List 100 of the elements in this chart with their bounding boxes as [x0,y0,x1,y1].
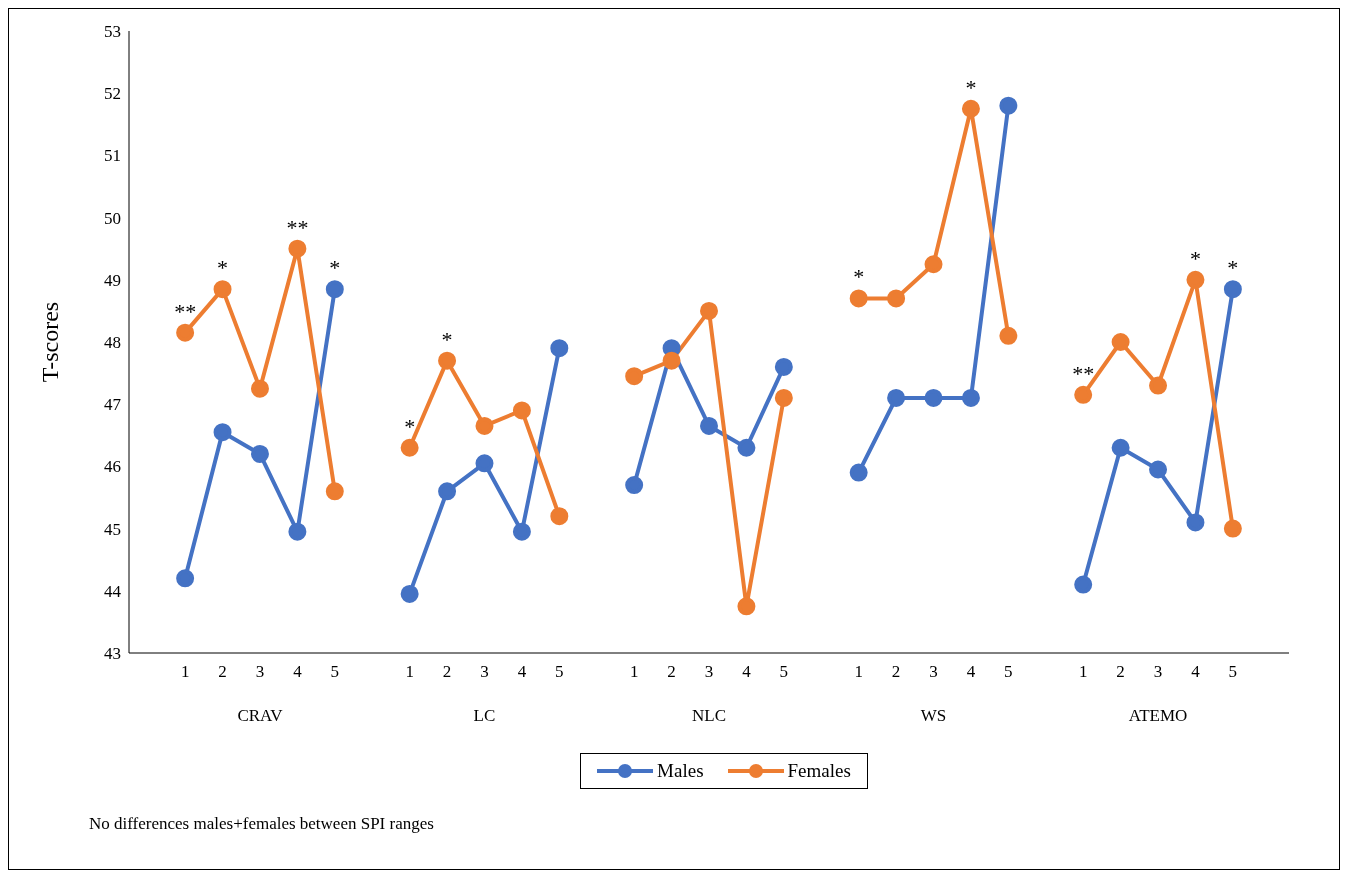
point [849,463,868,482]
point [774,357,793,376]
x-tick-label: 5 [1228,662,1238,681]
point [213,423,232,442]
x-tick-label: 3 [704,662,714,681]
x-tick-label: 1 [1078,662,1088,681]
point [999,96,1018,115]
point [625,367,644,386]
text: NLC [692,706,726,725]
data-label: * [1189,245,1201,271]
x-tick-label: 3 [1153,662,1163,681]
point [550,507,569,526]
point [1111,438,1130,457]
x-tick-label: 2 [1116,662,1125,681]
x-tick-label: 4 [742,662,752,681]
y-tick-label: 45 [104,519,121,539]
legend-label: Females [786,760,851,782]
x-tick-label: 3 [255,662,265,681]
text: CRAV [237,706,284,725]
y-tick-label: 52 [104,84,121,104]
point [887,289,906,308]
point [288,522,307,541]
point [961,99,980,118]
point [924,388,943,407]
point [774,388,793,407]
y-tick-label: 51 [104,146,121,166]
point [325,482,344,501]
point [1223,280,1242,299]
point [400,438,419,457]
data-label: * [965,74,977,100]
data-label: * [1227,255,1239,281]
x-tick-label: 2 [442,662,452,681]
y-tick-label: 46 [104,457,121,477]
point [999,326,1018,345]
x-tick-label: 4 [966,662,976,681]
x-tick-label: 1 [629,662,639,681]
point [1186,513,1205,532]
point [475,416,494,435]
x-tick-label: 2 [218,662,227,681]
y-tick-label: 49 [104,270,121,290]
x-tick-label: 5 [1004,662,1013,681]
y-tick-label: 50 [104,208,121,228]
point [250,444,269,463]
legend-label: Males [656,760,704,782]
point [250,379,269,398]
point [924,255,943,274]
y-tick-label: 43 [104,644,121,664]
point [737,597,756,616]
point [1223,519,1242,538]
x-tick-label: 5 [555,662,564,681]
text: WS [920,706,947,725]
y-tick-label: 44 [104,581,122,601]
point [1074,385,1093,404]
point [550,339,569,358]
x-tick-label: 3 [480,662,489,681]
point [176,569,195,588]
point [1186,270,1205,289]
text: ATEMO [1128,706,1188,725]
data-label: * [404,413,416,439]
point [512,522,531,541]
point [1111,333,1130,351]
x-tick-label: 4 [517,662,527,681]
data-label: * [441,326,453,352]
point [700,416,718,435]
data-label: * [329,255,341,281]
point [1074,575,1093,594]
y-tick-label: 48 [104,333,121,353]
text: No differences males+females between SPI ranges [89,814,434,834]
data-label: ** [1072,360,1095,386]
x-tick-label: 2 [891,662,901,681]
point [288,239,307,258]
point [961,388,980,407]
y-tick-label: 47 [104,395,122,415]
point [1149,460,1168,479]
data-label: ** [286,214,309,240]
x-tick-label: 4 [1191,662,1201,681]
point [176,323,195,342]
point [662,351,681,370]
point [438,482,457,501]
x-tick-label: 5 [779,662,789,681]
y-tick-label: 53 [104,22,121,42]
x-tick-label: 2 [667,662,676,681]
x-tick-label: 1 [854,662,863,681]
point [438,351,457,370]
x-tick-label: 3 [929,662,938,681]
text: LC [473,706,496,725]
data-label: ** [174,298,197,324]
x-tick-label: 1 [180,662,190,681]
point [849,289,868,308]
x-tick-label: 1 [405,662,414,681]
point [400,584,419,603]
data-label: * [853,264,865,290]
point [213,280,232,299]
point [512,401,531,420]
y-axis-title: T-scores [36,301,63,383]
point [325,280,344,299]
point [700,301,718,320]
point [625,476,644,495]
x-tick-label: 5 [330,662,340,681]
point [475,454,494,473]
